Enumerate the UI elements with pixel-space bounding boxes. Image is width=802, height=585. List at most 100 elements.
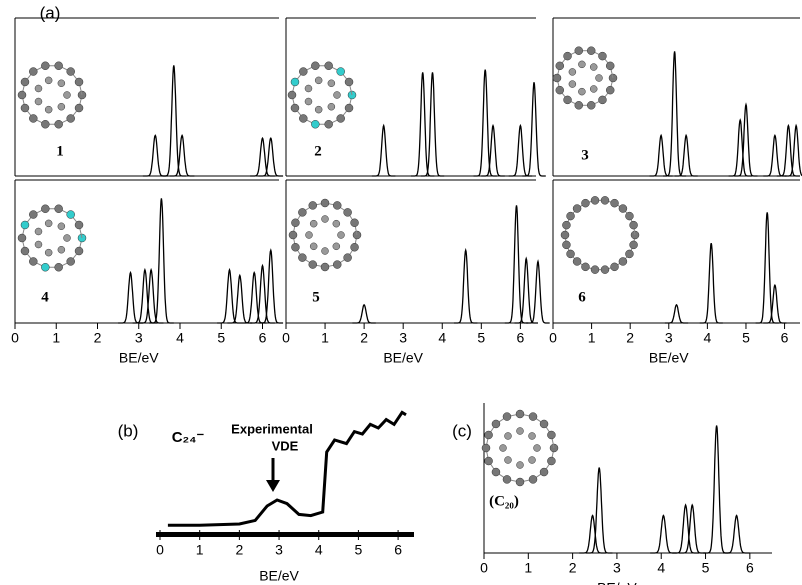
peak [250,136,275,177]
atom [629,220,638,230]
atom [299,114,308,123]
atom [502,412,512,421]
spectrum-line [167,410,407,527]
atom [29,67,38,76]
atom [539,419,549,429]
atom [327,102,336,111]
x-tick-label: 1 [588,330,596,346]
peak [579,514,606,554]
atom [332,201,342,210]
atom [44,219,53,228]
atom [598,51,607,61]
x-tick-label: 2 [235,542,243,558]
atom [291,242,300,252]
panel-label: (c) [452,421,472,440]
x-tick-label: 1 [321,330,329,346]
atom [57,102,66,111]
atom [311,119,320,129]
x-tick-label: 4 [176,330,184,346]
x-tick-label: 3 [275,542,283,558]
x-tick-label: 6 [394,542,402,558]
peak [784,123,802,177]
atom [57,79,66,88]
atom [54,262,63,272]
atom [343,253,352,262]
atom [308,260,318,269]
atom [563,51,572,61]
atom [528,412,538,421]
atom [610,198,619,208]
x-tick-label: 5 [477,330,485,346]
peak [258,136,284,177]
atom [332,219,341,228]
x-tick-label: 4 [703,330,711,346]
atom [502,475,512,484]
peak [411,72,435,177]
x-tick-label: 0 [480,560,488,576]
atom [66,210,75,219]
peak [763,283,787,324]
atom [298,253,307,262]
atom [595,74,603,82]
x-tick-label: 1 [196,542,204,558]
atom [41,61,50,71]
peak [763,133,787,177]
atom [298,208,307,217]
structure-label: 2 [314,143,322,159]
atom [34,240,43,249]
atom [20,77,30,87]
x-tick-label: 5 [355,542,363,558]
atom [44,248,53,257]
atom [581,262,590,272]
peak [514,256,538,324]
atom [610,262,619,272]
panel-label: (b) [118,421,139,440]
atom [41,204,50,214]
atom [314,76,323,85]
x-tick-label: 5 [217,330,225,346]
atom [336,114,345,123]
x-tick-label: 2 [360,330,368,346]
atom [566,249,575,259]
peak [522,82,546,177]
peak [420,72,445,177]
atom [589,85,598,93]
peak [649,133,673,177]
atom [568,80,577,88]
atom [547,456,556,466]
peak [728,118,752,177]
atom [484,430,493,440]
atom [304,97,313,106]
atom [598,95,607,105]
atom [321,247,329,255]
peak [481,123,505,177]
atom [344,77,354,87]
panel-label: (a) [40,3,61,22]
x-axis-label: BE/eV [649,350,689,366]
annotation: VDE [272,438,299,453]
atom [581,198,590,208]
atom [54,204,63,214]
peak [699,243,723,324]
atom [515,409,525,419]
atom [590,196,600,205]
atom [337,231,345,239]
atom [555,61,565,71]
atom [566,211,575,221]
atom [299,67,308,76]
peak [250,263,275,324]
structure-label: 5 [312,289,320,305]
atom [629,240,638,250]
x-tick-label: 0 [11,330,19,346]
atom [54,61,63,71]
structure-label: 3 [581,147,589,163]
peak [371,123,396,177]
peak [664,303,689,324]
atom [484,456,493,466]
axis-bar [156,532,414,537]
atom [304,84,313,93]
peak [241,271,267,324]
peak [149,198,174,324]
structure-label: 6 [578,289,586,305]
x-tick-label: 0 [549,330,557,346]
